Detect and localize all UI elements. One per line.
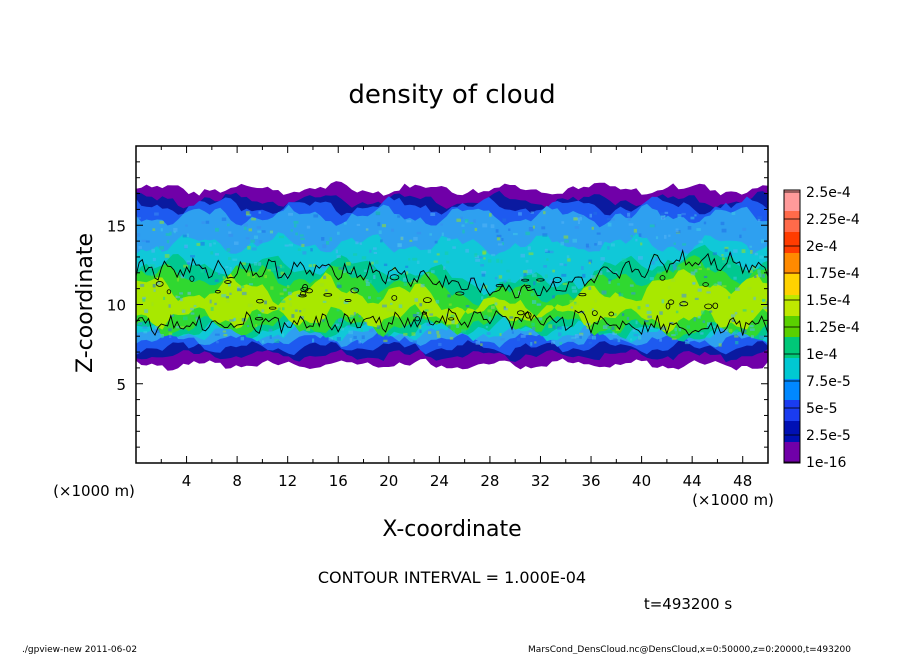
x-axis: 4 8 12 16 20 24 28 32 36 40 44 48 xyxy=(160,146,752,490)
contour-line xyxy=(136,248,768,299)
y-axis: 5 10 15 xyxy=(107,161,768,448)
contour-loop xyxy=(591,310,598,316)
contour-loop xyxy=(305,288,313,294)
x-unit-right: (×1000 m) xyxy=(692,491,774,509)
colorbar-swatch xyxy=(784,211,800,233)
x-tick-label: 48 xyxy=(733,472,752,490)
colorbar-label: 2.5e-5 xyxy=(806,428,851,444)
contour-loop xyxy=(455,291,465,296)
plot-area xyxy=(136,181,768,371)
contour-loop xyxy=(704,303,713,310)
contour-loop xyxy=(516,310,525,316)
contour-loop xyxy=(667,299,675,305)
contour-loop xyxy=(215,290,221,294)
colorbar-swatch xyxy=(784,253,800,275)
contour-loop xyxy=(323,293,333,297)
y-tick-label: 5 xyxy=(116,376,126,394)
y-tick-label: 15 xyxy=(107,217,126,235)
y-axis-label: Z-coordinate xyxy=(73,233,98,373)
x-tick-label: 16 xyxy=(329,472,348,490)
contour-loop xyxy=(224,280,232,284)
colorbar-label: 1.5e-4 xyxy=(806,293,851,309)
colorbar-label: 2e-4 xyxy=(806,239,838,255)
y-tick-label: 10 xyxy=(107,297,126,315)
contour-lines xyxy=(136,248,768,337)
colorbar-label: 1e-4 xyxy=(806,347,838,363)
x-tick-label: 24 xyxy=(430,472,449,490)
contour-loop xyxy=(155,281,164,287)
footer-right: MarsCond_DensCloud.nc@DensCloud,x=0:5000… xyxy=(528,645,851,654)
contour-loop xyxy=(525,284,531,288)
colorbar: 2.5e-4 2.25e-4 2e-4 1.75e-4 1.5e-4 1.25e-4 1e-… xyxy=(783,185,860,471)
contour-loop xyxy=(536,278,545,282)
contour-loop xyxy=(495,284,504,288)
colorbar-swatch xyxy=(784,232,800,254)
x-axis-label: X-coordinate xyxy=(382,517,521,542)
footer-left: ./gpview-new 2011-06-02 xyxy=(22,645,137,654)
contour-loop xyxy=(414,316,421,322)
contour-loop xyxy=(300,287,309,292)
contour-loop xyxy=(302,284,309,291)
contour-loop xyxy=(679,301,689,307)
contour-loop xyxy=(166,289,172,295)
contour-loop xyxy=(712,302,719,309)
chart-title: density of cloud xyxy=(348,80,555,110)
colorbar-swatch xyxy=(784,400,800,422)
contour-loop xyxy=(525,312,532,319)
x-tick-label: 12 xyxy=(278,472,297,490)
contour-loop xyxy=(254,317,264,321)
contour-loop xyxy=(298,294,307,298)
colorbar-swatch xyxy=(784,274,800,296)
colorbar-swatch xyxy=(784,190,800,212)
colorbar-swatch xyxy=(784,379,800,401)
contour-loop xyxy=(389,274,400,281)
contour-loop xyxy=(423,297,432,304)
contour-line xyxy=(136,307,768,337)
x-tick-label: 36 xyxy=(581,472,600,490)
contour-loop xyxy=(578,293,587,297)
colorbar-label: 1.75e-4 xyxy=(806,266,860,282)
x-tick-label: 40 xyxy=(632,472,651,490)
colorbar-swatch xyxy=(784,295,800,317)
contour-loop xyxy=(256,298,264,304)
contour-loop xyxy=(552,276,562,284)
contour-loop xyxy=(421,311,428,315)
contour-loop xyxy=(521,278,530,282)
x-tick-label: 20 xyxy=(379,472,398,490)
contour-interval-label: CONTOUR INTERVAL = 1.000E-04 xyxy=(318,568,586,587)
x-tick-label: 32 xyxy=(531,472,550,490)
colorbar-label: 1.25e-4 xyxy=(806,320,860,336)
colorbar-swatch xyxy=(784,337,800,359)
colorbar-swatch xyxy=(784,442,800,464)
contour-loop xyxy=(448,317,455,321)
contour-loop xyxy=(350,287,359,294)
contour-loop xyxy=(659,275,666,281)
colorbar-swatch xyxy=(784,358,800,380)
time-label: t=493200 s xyxy=(644,595,732,613)
x-tick-label: 8 xyxy=(232,472,242,490)
colorbar-swatch xyxy=(784,421,800,443)
colorbar-label: 7.5e-5 xyxy=(806,374,851,390)
colorbar-label: 1e-16 xyxy=(806,455,846,471)
contour-loop xyxy=(189,275,195,282)
contour-loop xyxy=(702,282,709,287)
x-tick-label: 44 xyxy=(683,472,702,490)
contour-loop xyxy=(391,295,398,301)
x-tick-label: 28 xyxy=(480,472,499,490)
contour-loop xyxy=(608,311,615,317)
colorbar-label: 2.5e-4 xyxy=(806,185,851,201)
x-unit-left: (×1000 m) xyxy=(53,482,135,500)
x-tick-label: 4 xyxy=(182,472,192,490)
contour-loop xyxy=(268,306,277,310)
colorbar-label: 5e-5 xyxy=(806,401,837,417)
colorbar-label: 2.25e-4 xyxy=(806,212,860,228)
contour-loop xyxy=(344,299,352,302)
